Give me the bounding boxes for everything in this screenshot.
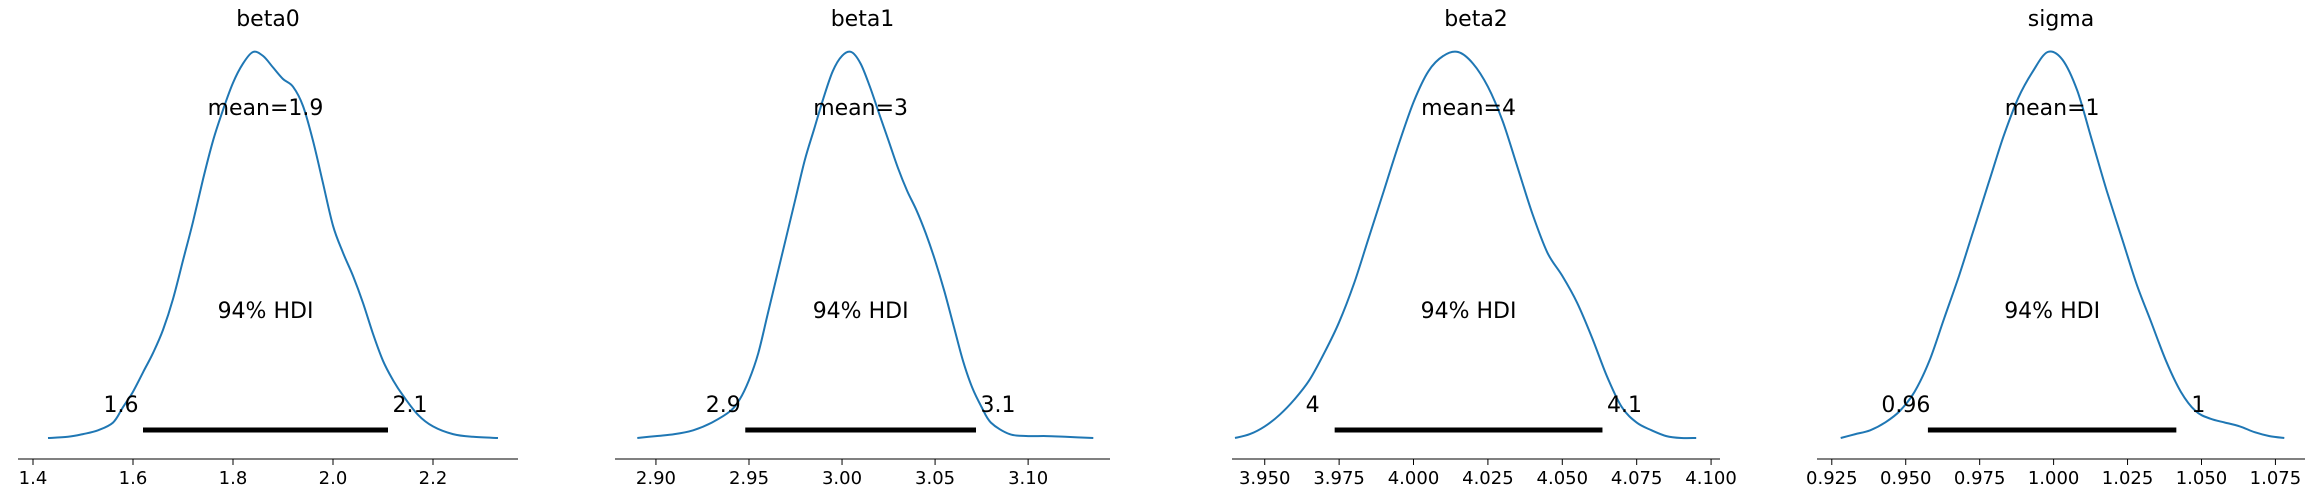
x-tick-label: 1.000 — [2028, 468, 2080, 489]
mean-label: mean=3 — [813, 96, 908, 121]
x-tick-label: 4.025 — [1462, 468, 1514, 489]
mean-label: mean=1.9 — [208, 96, 324, 121]
density-curve — [1840, 50, 2285, 439]
x-tick-label: 1.6 — [119, 468, 148, 489]
x-tick-label: 4.075 — [1611, 468, 1663, 489]
x-tick-label: 3.05 — [915, 468, 955, 489]
x-tick-label: 1.4 — [19, 468, 48, 489]
hdi-label: 94% HDI — [218, 299, 314, 324]
hdi-upper-label: 3.1 — [981, 393, 1016, 418]
x-tick-label: 2.90 — [636, 468, 676, 489]
x-tick-label: 4.000 — [1388, 468, 1440, 489]
x-tick-label: 1.075 — [2250, 468, 2302, 489]
x-tick-label: 4.050 — [1537, 468, 1589, 489]
x-tick-label: 2.2 — [419, 468, 448, 489]
x-tick-label: 0.925 — [1806, 468, 1858, 489]
x-tick-label: 0.950 — [1880, 468, 1932, 489]
panel-title: beta0 — [236, 7, 300, 32]
x-tick-label: 0.975 — [1954, 468, 2006, 489]
density-curve — [47, 50, 499, 439]
hdi-upper-label: 1 — [2191, 393, 2205, 418]
hdi-upper-label: 4.1 — [1607, 393, 1642, 418]
mean-label: mean=1 — [2005, 96, 2100, 121]
x-tick-label: 1.050 — [2176, 468, 2228, 489]
panel-title: beta1 — [831, 7, 895, 32]
panel-beta1: beta1 mean=3 94% HDI 2.9 3.1 2.90 2.95 3.00 3.05… — [615, 7, 1110, 489]
mean-label: mean=4 — [1421, 96, 1516, 121]
hdi-lower-label: 1.6 — [104, 393, 139, 418]
panel-title: beta2 — [1444, 7, 1508, 32]
hdi-label: 94% HDI — [1421, 299, 1517, 324]
density-curve — [637, 50, 1094, 439]
x-tick-label: 2.95 — [729, 468, 769, 489]
x-tick-label: 1.025 — [2102, 468, 2154, 489]
panel-beta0: beta0 mean=1.9 94% HDI 1.6 2.1 1.4 1.6 1.8 2.0 2.… — [18, 7, 518, 489]
hdi-upper-label: 2.1 — [393, 393, 428, 418]
x-tick-label: 3.10 — [1008, 468, 1048, 489]
panel-beta2: beta2 mean=4 94% HDI 4 4.1 3.950 3.975 4.000 4.0… — [1232, 7, 1737, 489]
x-tick-label: 1.8 — [219, 468, 248, 489]
x-tick-label: 3.00 — [822, 468, 862, 489]
hdi-label: 94% HDI — [2004, 299, 2100, 324]
hdi-label: 94% HDI — [813, 299, 909, 324]
x-tick-label: 4.100 — [1685, 468, 1737, 489]
hdi-lower-label: 4 — [1306, 393, 1320, 418]
x-tick-label: 2.0 — [319, 468, 348, 489]
panel-sigma: sigma mean=1 94% HDI 0.96 1 0.925 0.950 0.975 1.… — [1806, 7, 2305, 489]
panel-title: sigma — [2028, 7, 2094, 32]
hdi-lower-label: 2.9 — [706, 393, 741, 418]
x-tick-label: 3.950 — [1239, 468, 1291, 489]
density-curve — [1234, 50, 1697, 440]
hdi-lower-label: 0.96 — [1881, 393, 1930, 418]
x-tick-label: 3.975 — [1313, 468, 1365, 489]
